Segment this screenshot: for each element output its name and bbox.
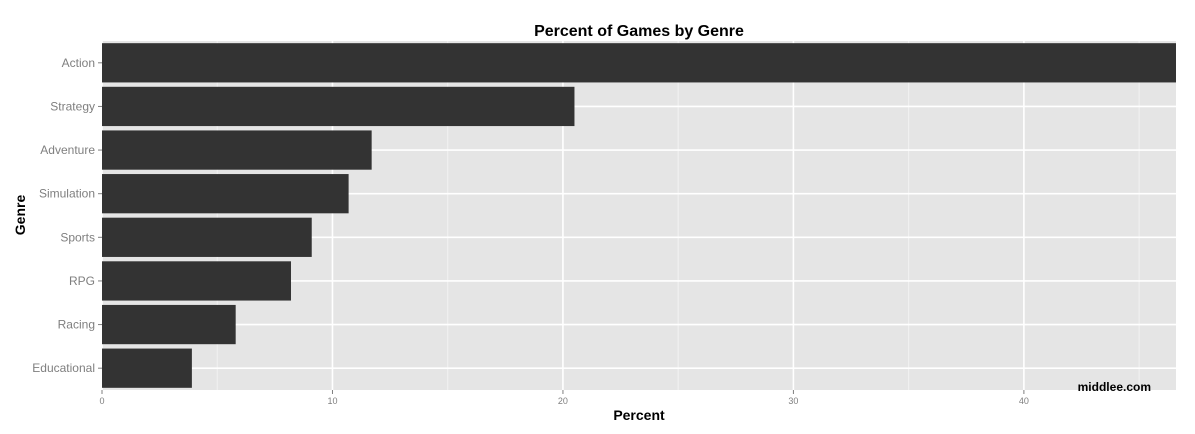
y-axis-title: Genre: [12, 195, 28, 236]
bars: [102, 43, 1176, 388]
x-axis-title: Percent: [613, 407, 665, 423]
x-tick-label: 10: [327, 396, 337, 406]
y-tick-label: RPG: [69, 274, 95, 288]
bar-action: [102, 43, 1176, 83]
bar-adventure: [102, 130, 372, 170]
y-axis-ticks: Action Strategy Adventure Simulation Sports R…: [32, 56, 102, 375]
y-tick-label: Simulation: [39, 187, 95, 201]
y-tick-label: Racing: [58, 318, 95, 332]
x-tick-label: 0: [99, 396, 104, 406]
y-tick-label: Action: [62, 56, 95, 70]
bar-rpg: [102, 261, 291, 301]
bar-racing: [102, 304, 236, 345]
bar-sports: [102, 217, 312, 257]
y-tick-label: Adventure: [40, 143, 95, 157]
bar-simulation: [102, 174, 349, 214]
y-tick-label: Sports: [60, 230, 95, 244]
x-tick-label: 30: [788, 396, 798, 406]
chart-title: Percent of Games by Genre: [534, 23, 744, 40]
x-tick-label: 20: [558, 396, 568, 406]
x-tick-label: 40: [1019, 396, 1029, 406]
y-tick-label: Educational: [32, 361, 95, 375]
bar-educational: [102, 348, 192, 388]
watermark-text: middlee.com: [1078, 380, 1151, 394]
bar-strategy: [102, 86, 575, 127]
y-tick-label: Strategy: [50, 99, 95, 113]
x-axis-ticks: 0 10 20 30 40: [99, 390, 1029, 406]
